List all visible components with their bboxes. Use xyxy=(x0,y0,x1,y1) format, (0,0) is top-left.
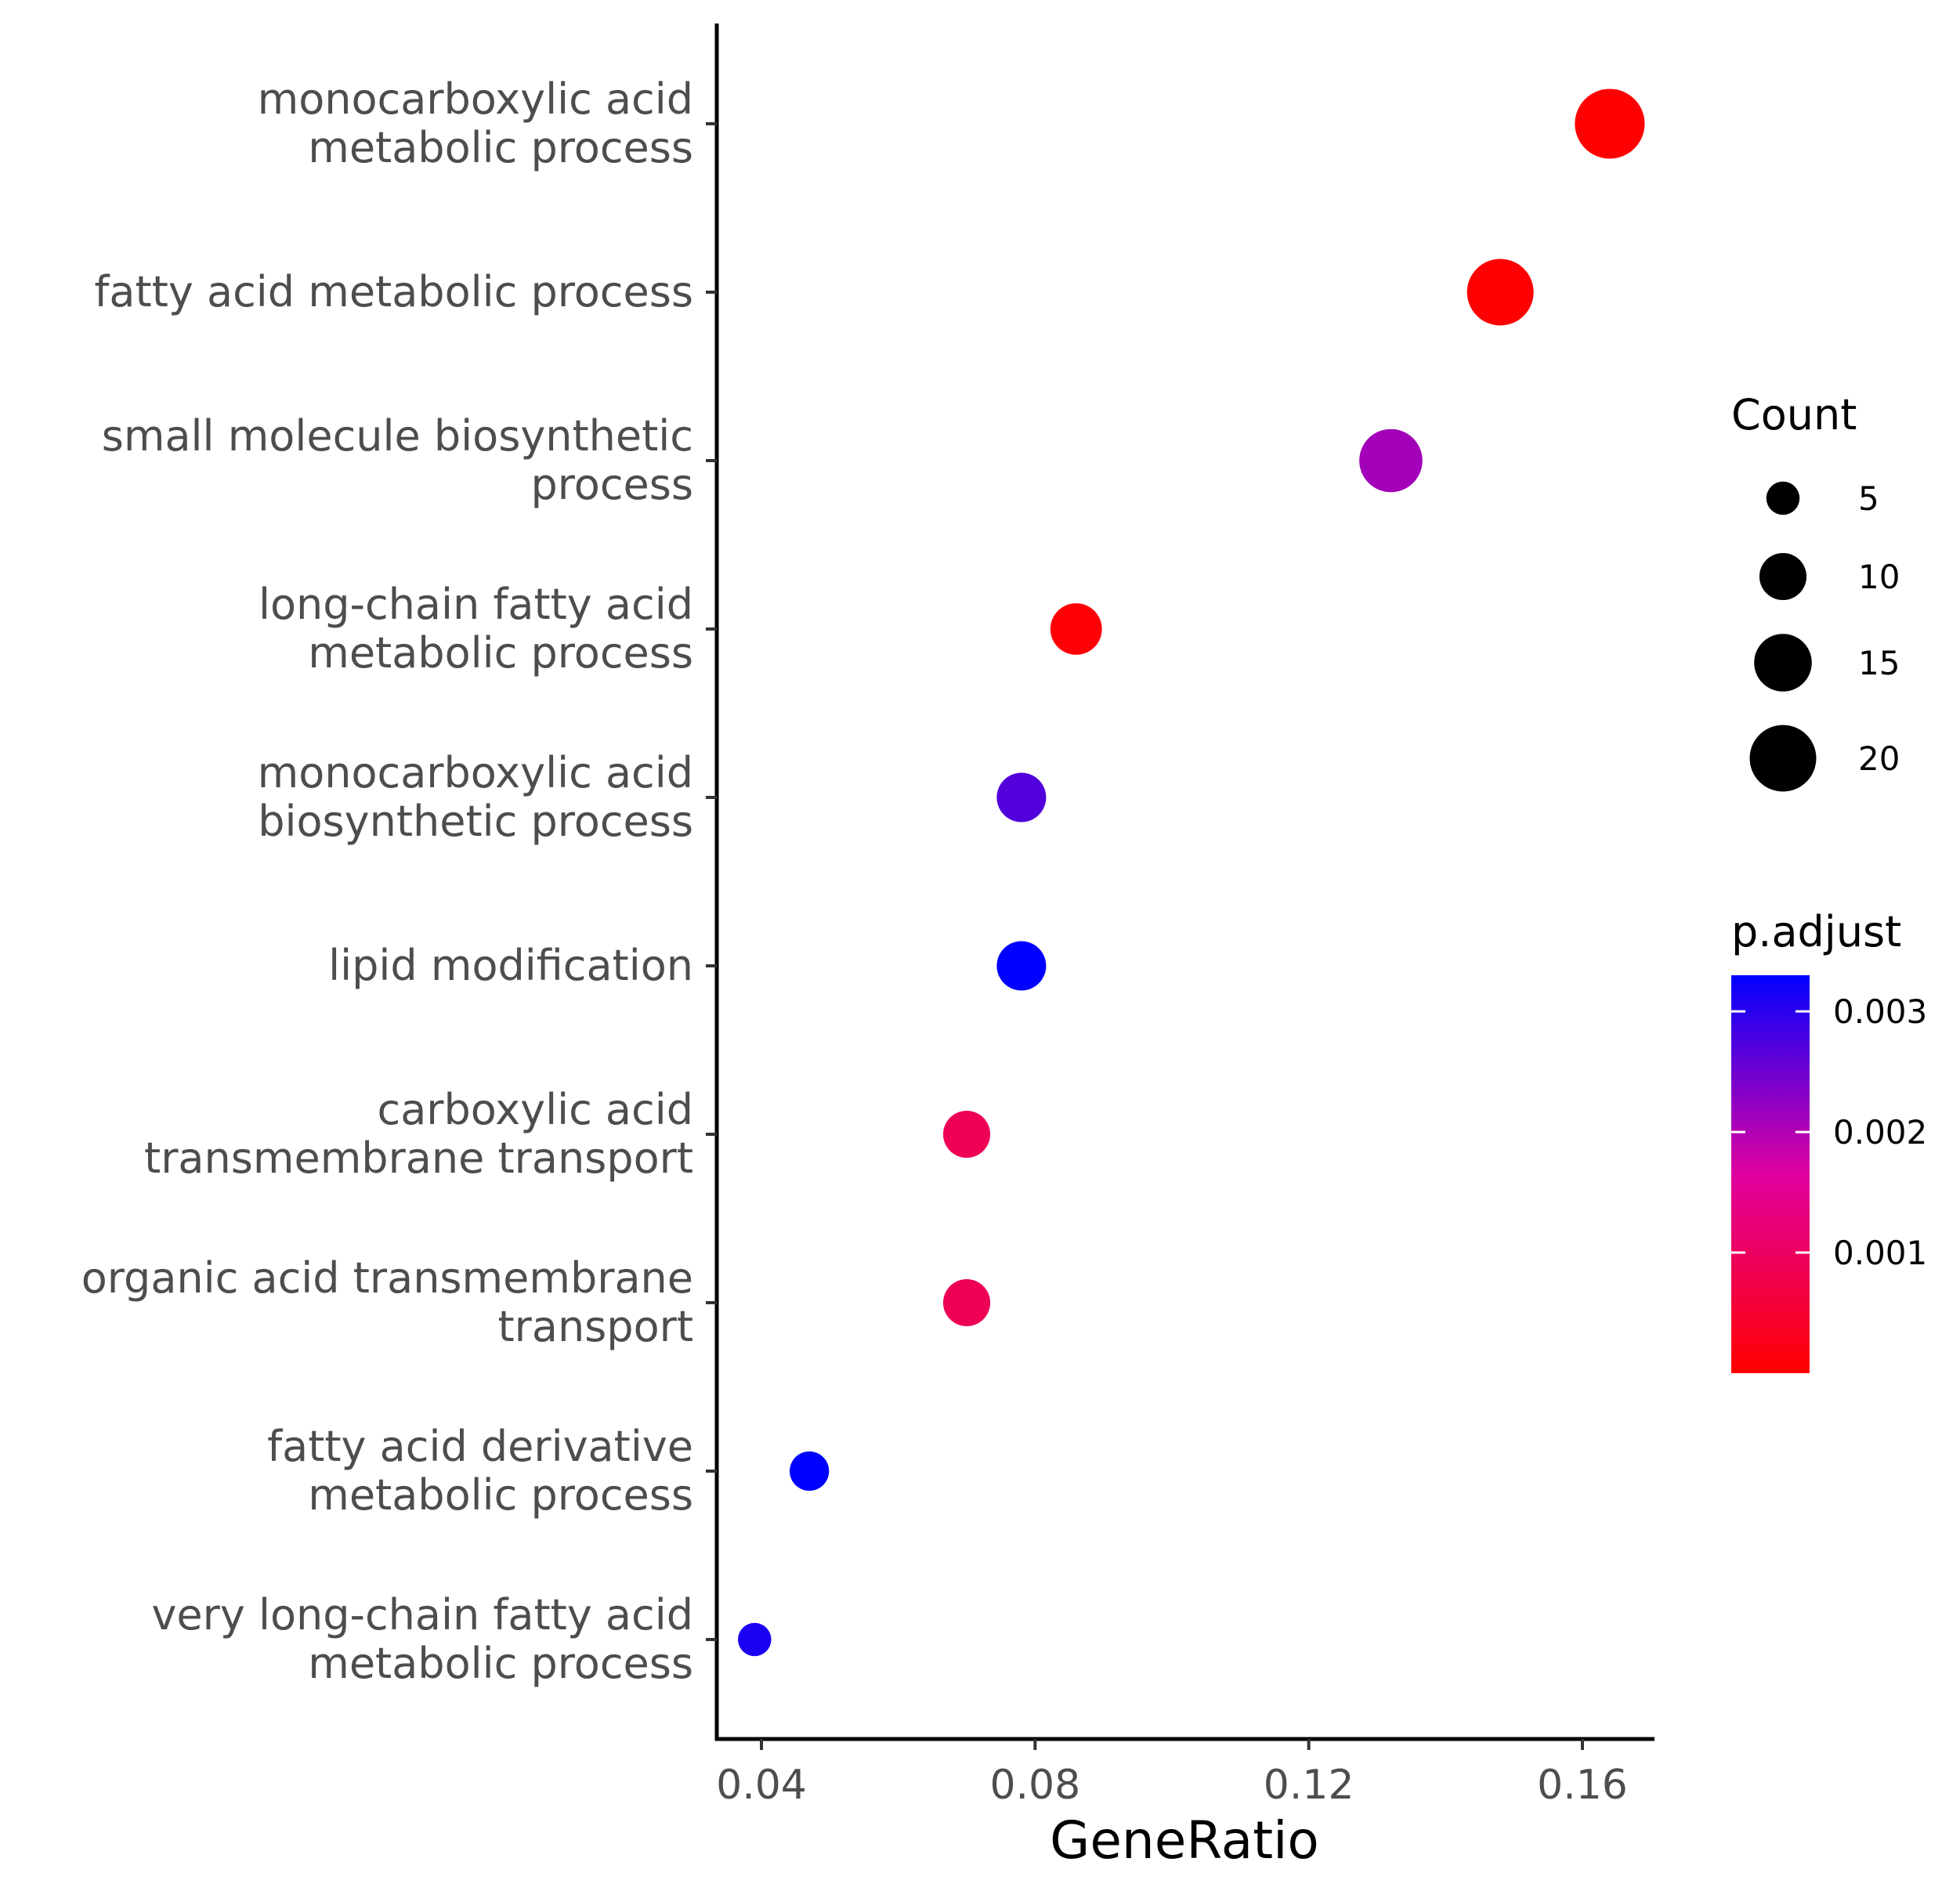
size-legend-dot xyxy=(1749,725,1817,792)
data-point xyxy=(789,1451,830,1491)
data-point xyxy=(996,941,1047,991)
size-legend-label: 10 xyxy=(1858,558,1900,596)
data-point xyxy=(1050,603,1102,655)
x-tick-label: 0.12 xyxy=(1264,1762,1354,1809)
y-category-label: fatty acid metabolic process xyxy=(94,267,693,316)
size-legend-label: 5 xyxy=(1858,479,1879,518)
size-legend-label: 20 xyxy=(1858,739,1900,778)
data-point xyxy=(1466,258,1534,326)
y-category-label: long-chain fatty acid metabolic process xyxy=(259,580,693,678)
size-legend-dot xyxy=(1759,552,1807,601)
size-legend-dot xyxy=(1754,634,1812,692)
color-legend-title: p.adjust xyxy=(1731,907,1901,956)
color-legend-label: 0.003 xyxy=(1833,992,1927,1031)
x-tick-label: 0.16 xyxy=(1537,1762,1628,1809)
data-point xyxy=(996,772,1047,822)
data-point xyxy=(738,1622,772,1657)
size-legend-label: 15 xyxy=(1858,644,1900,682)
size-legend-dot xyxy=(1766,481,1800,515)
size-legend-title: Count xyxy=(1731,390,1857,439)
y-category-label: lipid modification xyxy=(328,941,693,990)
y-category-label: carboxylic acid transmembrane transport xyxy=(144,1085,693,1183)
data-point xyxy=(942,1278,991,1327)
y-category-label: monocarboxylic acid biosynthetic process xyxy=(258,748,693,846)
color-legend-label: 0.002 xyxy=(1833,1113,1927,1152)
x-tick-label: 0.08 xyxy=(989,1762,1080,1809)
y-category-label: monocarboxylic acid metabolic process xyxy=(258,74,693,172)
y-category-label: small molecule biosynthetic process xyxy=(102,411,693,509)
data-point xyxy=(1359,428,1423,493)
x-axis-title: GeneRatio xyxy=(1050,1810,1319,1871)
x-tick-label: 0.04 xyxy=(716,1762,807,1809)
y-category-label: organic acid transmembrane transport xyxy=(81,1253,693,1351)
y-category-label: fatty acid derivative metabolic process xyxy=(267,1422,693,1520)
color-legend-label: 0.001 xyxy=(1833,1234,1927,1272)
color-legend-bar xyxy=(1731,975,1810,1373)
y-category-label: very long-chain fatty acid metabolic proc… xyxy=(151,1590,693,1688)
data-point xyxy=(1575,89,1645,159)
data-point xyxy=(942,1110,991,1159)
